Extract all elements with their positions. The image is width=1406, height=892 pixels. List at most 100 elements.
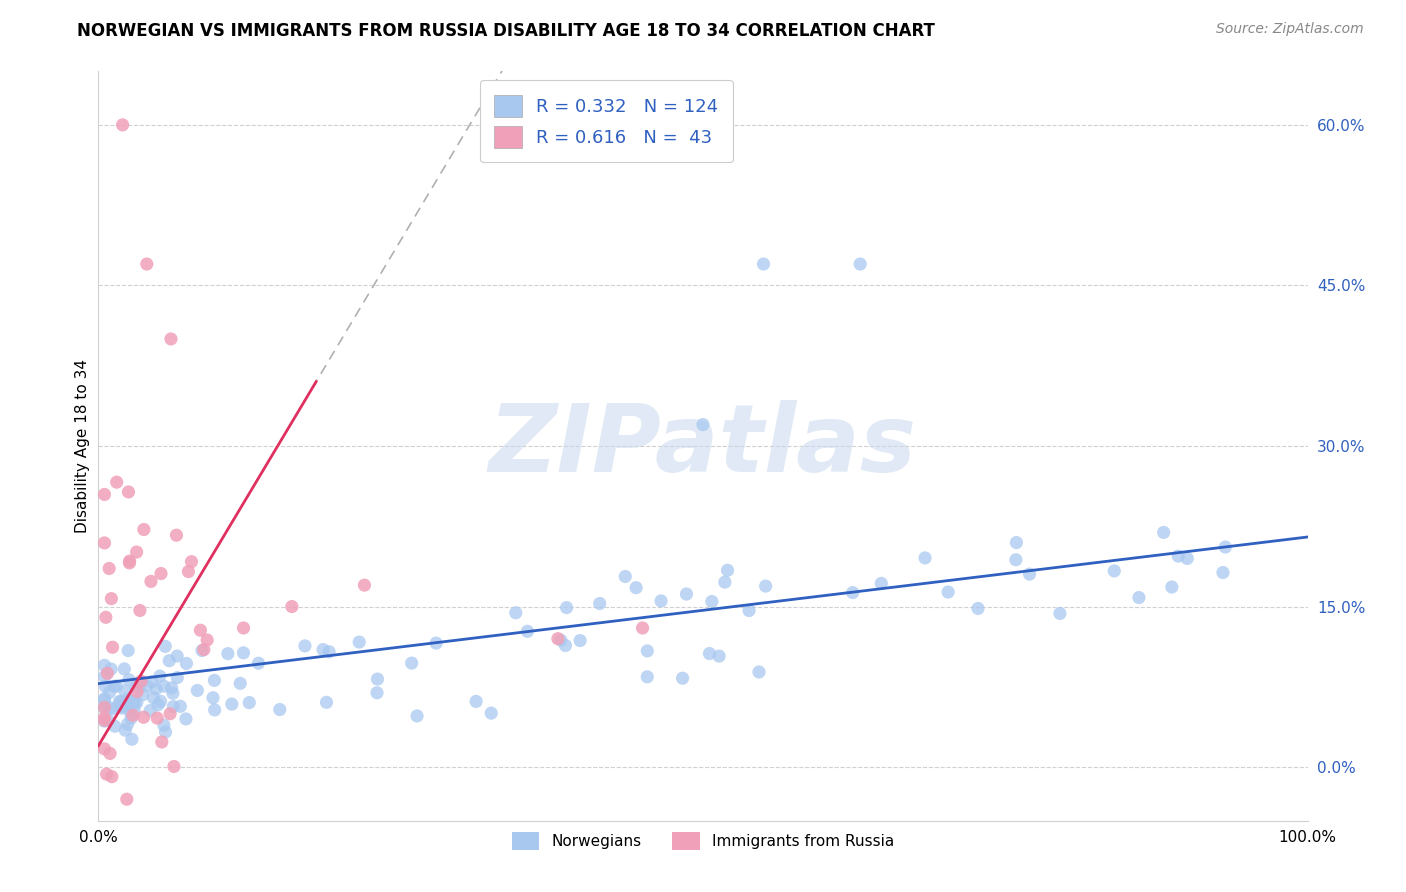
Point [636, 670, 658, 684]
Point [125, 680, 148, 694]
Point [569, 633, 592, 648]
Point [122, 703, 145, 717]
Point [110, 699, 132, 714]
Point [318, 645, 340, 659]
Point [117, 643, 139, 657]
Text: NORWEGIAN VS IMMIGRANTS FROM RUSSIA DISABILITY AGE 18 TO 34 CORRELATION CHART: NORWEGIAN VS IMMIGRANTS FROM RUSSIA DISA… [77, 22, 935, 40]
Point [180, 555, 202, 569]
Point [914, 550, 936, 565]
Point [204, 703, 226, 717]
Point [93, 691, 115, 706]
Point [120, 711, 142, 725]
Point [671, 671, 693, 685]
Point [129, 674, 152, 689]
Point [96, 767, 118, 781]
Point [98, 747, 121, 761]
Point [117, 692, 139, 706]
Point [169, 699, 191, 714]
Point [1018, 567, 1040, 582]
Point [101, 770, 124, 784]
Point [624, 581, 647, 595]
Point [117, 717, 139, 731]
Point [366, 672, 388, 686]
Point [191, 643, 214, 657]
Point [141, 674, 163, 689]
Point [97, 713, 120, 727]
Point [700, 594, 723, 608]
Point [707, 649, 730, 664]
Point [98, 700, 121, 714]
Point [150, 566, 173, 581]
Point [132, 710, 155, 724]
Point [193, 642, 215, 657]
Point [93, 714, 115, 728]
Point [177, 565, 200, 579]
Point [479, 706, 502, 720]
Point [195, 632, 218, 647]
Point [406, 709, 429, 723]
Point [125, 545, 148, 559]
Point [93, 700, 115, 714]
Point [105, 475, 128, 490]
Point [204, 673, 226, 688]
Legend: Norwegians, Immigrants from Russia: Norwegians, Immigrants from Russia [505, 824, 901, 858]
Point [112, 699, 135, 714]
Point [315, 695, 337, 709]
Point [105, 679, 128, 693]
Point [155, 725, 177, 739]
Point [93, 714, 115, 728]
Point [1167, 549, 1189, 563]
Point [110, 701, 132, 715]
Point [229, 676, 252, 690]
Point [247, 657, 270, 671]
Point [115, 792, 138, 806]
Point [100, 591, 122, 606]
Point [748, 665, 770, 679]
Point [104, 719, 127, 733]
Point [714, 575, 737, 590]
Point [1175, 551, 1198, 566]
Point [111, 118, 134, 132]
Point [238, 696, 260, 710]
Point [101, 640, 124, 655]
Point [160, 681, 183, 695]
Point [232, 621, 254, 635]
Point [127, 684, 149, 698]
Point [1005, 535, 1028, 549]
Point [121, 708, 143, 723]
Point [166, 671, 188, 685]
Point [366, 686, 388, 700]
Point [425, 636, 447, 650]
Point [190, 624, 212, 638]
Point [98, 561, 121, 575]
Point [1128, 591, 1150, 605]
Point [114, 684, 136, 698]
Point [149, 694, 172, 708]
Point [1212, 566, 1234, 580]
Point [135, 257, 157, 271]
Point [162, 699, 184, 714]
Point [505, 606, 527, 620]
Point [148, 698, 170, 712]
Point [94, 679, 117, 693]
Point [114, 723, 136, 738]
Point [152, 679, 174, 693]
Point [849, 257, 872, 271]
Point [93, 742, 115, 756]
Point [128, 679, 150, 693]
Y-axis label: Disability Age 18 to 34: Disability Age 18 to 34 [75, 359, 90, 533]
Point [121, 693, 143, 707]
Point [139, 574, 162, 589]
Point [353, 578, 375, 592]
Point [98, 685, 121, 699]
Point [870, 576, 893, 591]
Point [93, 658, 115, 673]
Point [115, 695, 138, 709]
Point [465, 694, 488, 708]
Point [217, 647, 239, 661]
Point [1104, 564, 1126, 578]
Point [555, 600, 578, 615]
Point [1160, 580, 1182, 594]
Point [132, 523, 155, 537]
Point [347, 635, 370, 649]
